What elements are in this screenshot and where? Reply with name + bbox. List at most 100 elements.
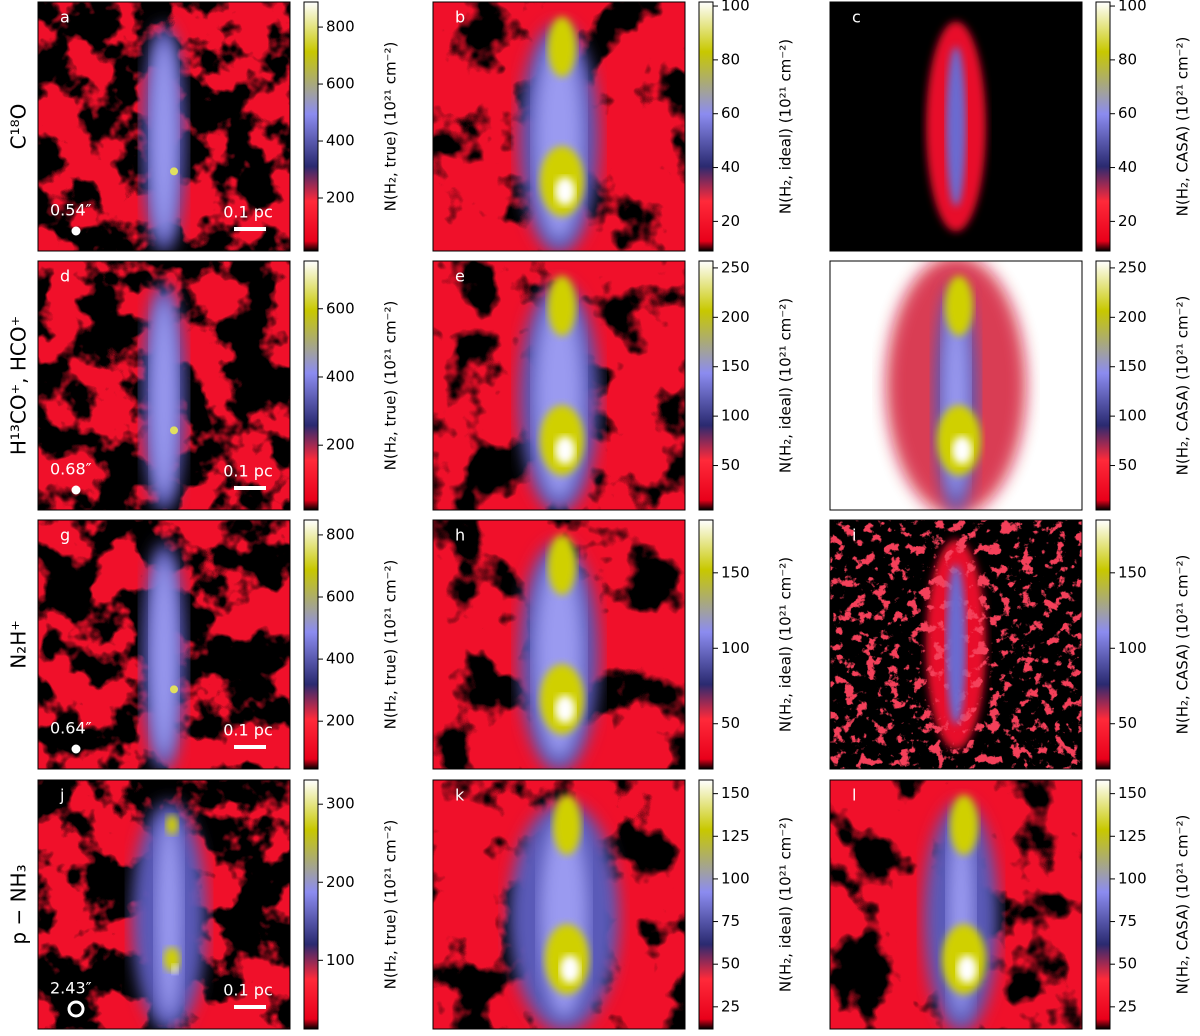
image-frame bbox=[432, 1, 686, 252]
colorbar-label: N(H₂, true) (10²¹ cm⁻²) bbox=[382, 42, 400, 212]
filament-core bbox=[155, 816, 183, 1017]
colorbar-tick-label: 100 bbox=[1118, 869, 1147, 887]
filament-core bbox=[150, 297, 178, 498]
colorbar-tick-label: 600 bbox=[326, 299, 355, 317]
colorbar-tick-label: 200 bbox=[326, 712, 355, 730]
colorbar-tick-label: 200 bbox=[721, 308, 750, 326]
beam-label: 0.68″ bbox=[50, 460, 92, 479]
colorbar bbox=[698, 779, 714, 1030]
heatmap-image bbox=[38, 261, 290, 510]
colorbar-tick-label: 40 bbox=[721, 158, 740, 176]
colorbar-tick-label: 100 bbox=[326, 951, 355, 969]
colorbar-tick-label: 150 bbox=[1118, 563, 1147, 581]
colorbar-tick-label: 60 bbox=[1118, 104, 1137, 122]
peak-top bbox=[553, 794, 581, 855]
row-label: H¹³CO⁺, HCO⁺ bbox=[7, 316, 31, 455]
colorbar-tick-label: 600 bbox=[326, 587, 355, 605]
scalebar-label: 0.1 pc bbox=[223, 981, 272, 1000]
scalebar-label: 0.1 pc bbox=[223, 462, 272, 481]
beam bbox=[71, 485, 81, 495]
colorbar-tick-label: 80 bbox=[721, 50, 740, 68]
colorbar-label: N(H₂, true) (10²¹ cm⁻²) bbox=[382, 301, 400, 471]
beam-label: 0.54″ bbox=[50, 201, 92, 220]
colorbar-tick-label: 80 bbox=[1118, 50, 1137, 68]
panel-label: f bbox=[852, 267, 858, 286]
colorbar-tick-label: 100 bbox=[1118, 639, 1147, 657]
colorbar-tick-label: 40 bbox=[1118, 158, 1137, 176]
colorbar-tick-label: 200 bbox=[1118, 308, 1147, 326]
panel-label: k bbox=[455, 786, 465, 805]
colorbar-tick-label: 100 bbox=[1118, 0, 1147, 15]
heatmap-image bbox=[433, 2, 685, 251]
heatmap-image bbox=[38, 780, 290, 1029]
panel-label: c bbox=[852, 8, 861, 27]
colorbar-tick-label: 150 bbox=[721, 563, 750, 581]
colorbar-label: N(H₂, CASA) (10²¹ cm⁻²) bbox=[1174, 555, 1192, 735]
colorbar-tick-label: 125 bbox=[1118, 827, 1147, 845]
beam bbox=[71, 226, 81, 236]
panel-label: a bbox=[60, 8, 70, 27]
colorbar-label: N(H₂, true) (10²¹ cm⁻²) bbox=[382, 820, 400, 990]
colorbar-label: N(H₂, ideal) (10²¹ cm⁻²) bbox=[777, 557, 795, 732]
row-label: C¹⁸O bbox=[7, 104, 31, 150]
row-label: p − NH₃ bbox=[7, 864, 31, 944]
colorbar-tick-label: 100 bbox=[721, 0, 750, 15]
colorbar-tick-label: 200 bbox=[326, 873, 355, 891]
colorbar-label: N(H₂, CASA) (10²¹ cm⁻²) bbox=[1174, 815, 1192, 995]
image-frame bbox=[37, 260, 291, 511]
panel-label: j bbox=[59, 786, 64, 805]
filament-core bbox=[150, 38, 178, 239]
image-frame bbox=[37, 779, 291, 1030]
colorbar bbox=[698, 519, 714, 770]
colorbar-tick-label: 50 bbox=[1118, 955, 1137, 973]
panel-label: b bbox=[455, 8, 465, 27]
colorbar-tick-label: 100 bbox=[721, 639, 750, 657]
heatmap-image bbox=[433, 520, 685, 769]
colorbar bbox=[303, 779, 319, 1030]
panel-label: h bbox=[455, 526, 465, 545]
colorbar-tick-label: 400 bbox=[326, 132, 355, 150]
peak-core bbox=[952, 436, 972, 465]
panel-label: g bbox=[60, 526, 70, 545]
colorbar-tick-label: 100 bbox=[721, 407, 750, 425]
image-frame bbox=[829, 519, 1083, 770]
peak-core bbox=[172, 964, 178, 975]
colorbar-tick-label: 800 bbox=[326, 525, 355, 543]
colorbar-tick-label: 50 bbox=[721, 955, 740, 973]
image-frame bbox=[432, 260, 686, 511]
colorbar-tick-label: 200 bbox=[326, 189, 355, 207]
heatmap-image bbox=[830, 261, 1082, 510]
image-frame bbox=[829, 260, 1083, 511]
colorbar-tick-label: 600 bbox=[326, 75, 355, 93]
peak-core bbox=[555, 436, 575, 465]
colorbar bbox=[303, 1, 319, 252]
scalebar-label: 0.1 pc bbox=[223, 203, 272, 222]
filament-core bbox=[150, 556, 178, 757]
peak-top bbox=[548, 16, 576, 77]
colorbar-tick-label: 125 bbox=[721, 827, 750, 845]
beam-label: 0.64″ bbox=[50, 719, 92, 738]
peak-core bbox=[957, 955, 977, 984]
colorbar-tick-label: 50 bbox=[1118, 456, 1137, 474]
beam bbox=[71, 744, 81, 754]
colorbar-tick-label: 50 bbox=[721, 456, 740, 474]
colorbar-tick-label: 250 bbox=[1118, 258, 1147, 276]
image-frame bbox=[829, 779, 1083, 1030]
colorbar bbox=[698, 1, 714, 252]
colorbar-tick-label: 150 bbox=[721, 357, 750, 375]
colorbar-tick-label: 50 bbox=[1118, 714, 1137, 732]
colorbar-tick-label: 20 bbox=[721, 212, 740, 230]
peak-top bbox=[548, 275, 576, 336]
peak bbox=[170, 685, 178, 694]
colorbar-tick-label: 300 bbox=[326, 795, 355, 813]
image-frame bbox=[37, 1, 291, 252]
colorbar-tick-label: 50 bbox=[721, 714, 740, 732]
colorbar bbox=[1095, 1, 1111, 252]
image-frame bbox=[829, 1, 1083, 252]
colorbar-label: N(H₂, true) (10²¹ cm⁻²) bbox=[382, 560, 400, 730]
heatmap-image bbox=[433, 261, 685, 510]
image-frame bbox=[432, 519, 686, 770]
panel-label: i bbox=[852, 526, 856, 545]
colorbar-tick-label: 150 bbox=[1118, 357, 1147, 375]
colorbar-tick-label: 75 bbox=[721, 912, 740, 930]
